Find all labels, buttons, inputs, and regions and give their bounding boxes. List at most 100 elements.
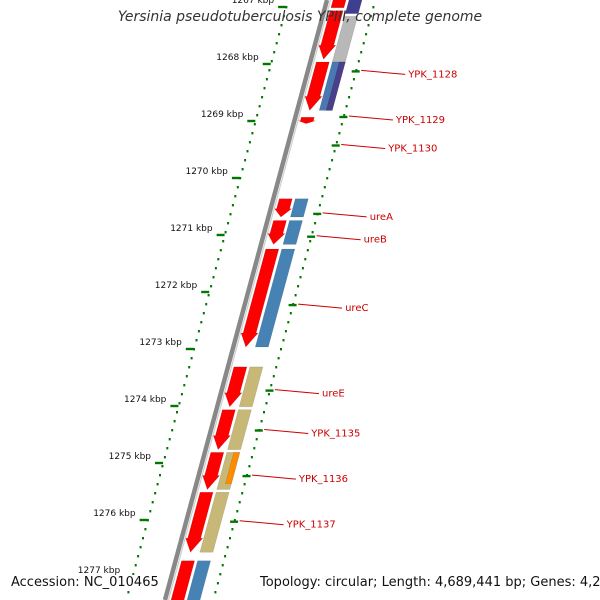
track-dot [241,492,244,495]
scale-dot [193,348,195,351]
scale-dot [132,573,135,576]
scale-dot [190,357,193,360]
scale-tick-label: 1269 kbp [201,110,244,120]
track-dot [309,240,312,243]
track-dot [216,582,219,585]
scale-dot [231,204,234,207]
scale-dot [161,465,164,468]
track-dot [214,591,217,594]
track-dot [318,204,321,207]
track-dot [294,294,297,297]
functional-bar [199,491,230,553]
scale-dot [275,42,278,45]
topology-label: Topology: circular; Length: 4,689,441 bp… [258,575,600,590]
scale-dot [280,24,283,27]
track-dot [355,69,358,72]
scale-dot [227,222,230,225]
functional-bar [282,220,303,245]
track-dot [372,6,375,9]
scale-dot [200,321,203,324]
scale-dot [176,411,178,414]
functional-bar [344,0,363,14]
track-dot [304,258,307,261]
track-dot [253,447,256,450]
scale-dot [207,294,210,297]
scale-dot [134,564,137,567]
functional-bar-inner [325,61,346,111]
scale-dot [222,240,225,243]
cds-arrow [304,61,330,111]
track-dot [219,573,222,576]
scale-dot [236,186,239,189]
cds-arrow [170,560,195,600]
scale-dot [163,456,166,459]
scale-dot [268,69,271,72]
track-dot [231,528,234,531]
scale-dot [171,429,174,432]
track-dot [277,357,280,360]
scale-dot [265,78,268,81]
scale-dot [219,249,222,252]
scale-dot [166,447,169,450]
accession-label: Accession: NC_010465 [9,575,161,590]
gene-leader-line [361,69,406,75]
cds-arrow [202,452,225,491]
track-dot [236,510,239,513]
scale-tick-label: 1274 kbp [124,395,167,405]
scale-dot [263,87,266,90]
gene-leader-line [239,520,284,526]
scale-dot [251,132,254,135]
scale-dot [212,276,215,279]
gene-label: YPK_1129 [395,115,445,126]
scale-tick-label: 1275 kbp [109,452,152,462]
scale-dot [224,231,227,234]
gene-leader-line [316,235,361,241]
track-dot [287,321,290,324]
track-dot [260,420,263,423]
scale-dot [188,366,191,369]
scale-dot [217,258,220,261]
cds-arrow [330,0,347,9]
track-dot [340,123,343,126]
track-dot [263,411,265,414]
scale-dot [146,519,149,522]
gene-label: YPK_1128 [407,69,457,80]
track-dot [267,393,270,396]
functional-bar [254,248,296,348]
scale-dot [239,177,242,180]
scale-dot [248,141,251,144]
scale-dot [137,555,140,558]
gene-label: YPK_1137 [286,520,336,531]
scale-dot [154,492,157,495]
scale-tick-label: 1268 kbp [216,53,259,63]
cds-arrow [298,117,316,124]
track-dot [255,438,258,441]
cds-arrow [212,409,236,451]
scale-dot [156,483,159,486]
track-dot [224,555,227,558]
scale-dot [214,267,217,270]
track-dot [238,501,241,504]
scale-tick-label: 1267 kbp [232,0,275,6]
scale-dot [285,6,288,9]
scale-dot [149,510,152,513]
scale-dot [180,393,183,396]
cds-arrow [240,248,280,348]
track-dot [280,348,282,351]
track-dot [243,483,246,486]
track-dot [233,519,236,522]
functional-bar-inner [225,452,241,485]
scale-dot [151,501,154,504]
track-dot [345,105,348,108]
scale-dot [202,312,205,315]
scale-dot [173,420,176,423]
cds-arrow [267,220,287,245]
scale-dot [195,339,198,342]
gene-label: ureC [345,303,368,314]
scale-dot [246,150,249,153]
cds-arrow [224,366,248,408]
scale-tick-label: 1271 kbp [170,224,213,234]
scale-dot [253,123,256,126]
gene-label: YPK_1135 [310,429,360,440]
track-dot [284,330,287,333]
